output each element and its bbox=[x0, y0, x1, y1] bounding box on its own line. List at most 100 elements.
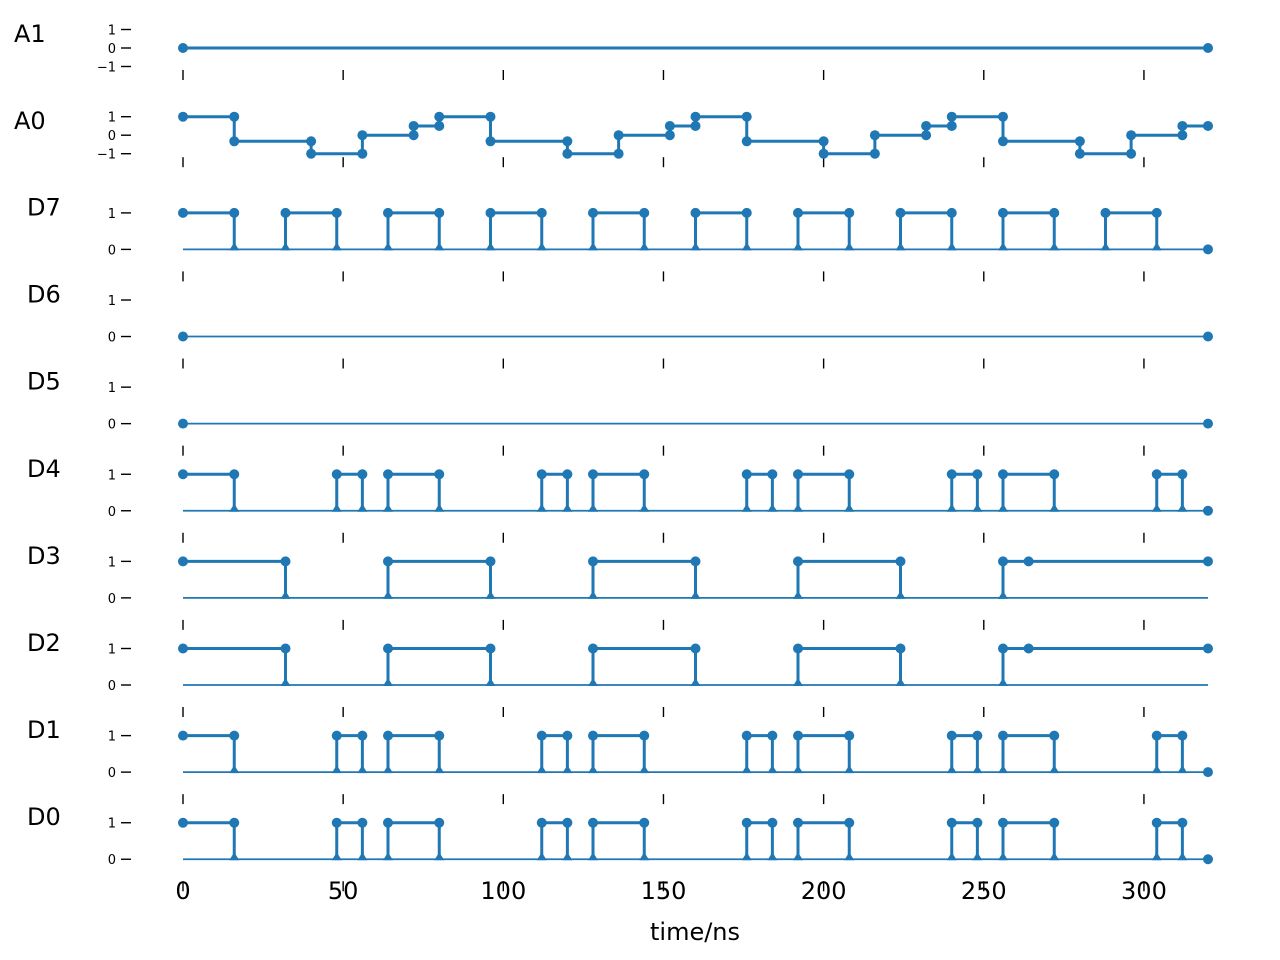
panel-d5: D5 0 1 bbox=[27, 368, 1213, 456]
high-marker bbox=[1049, 817, 1060, 828]
low-marker bbox=[690, 242, 701, 251]
high-marker bbox=[280, 643, 291, 654]
high-marker bbox=[383, 643, 393, 654]
low-marker bbox=[383, 503, 393, 512]
low-marker bbox=[383, 242, 393, 251]
ytick-label: −1 bbox=[97, 61, 116, 76]
high-marker bbox=[1151, 207, 1162, 218]
data-point bbox=[818, 136, 829, 147]
low-marker bbox=[895, 242, 906, 251]
signal-label-d7: D7 bbox=[27, 193, 61, 221]
low-marker bbox=[536, 765, 547, 774]
low-marker bbox=[383, 852, 393, 861]
high-marker bbox=[588, 556, 598, 567]
low-marker bbox=[946, 503, 957, 512]
high-marker bbox=[844, 469, 855, 480]
data-point bbox=[946, 111, 957, 122]
ytick-label: 1 bbox=[108, 207, 116, 222]
high-marker bbox=[639, 207, 650, 218]
high-marker bbox=[383, 730, 393, 741]
data-point bbox=[357, 130, 368, 141]
high-marker bbox=[998, 556, 1008, 567]
ytick-label: 0 bbox=[108, 331, 116, 346]
data-point bbox=[869, 148, 880, 159]
high-marker bbox=[793, 730, 803, 741]
high-marker bbox=[793, 469, 803, 480]
high-marker bbox=[434, 207, 445, 218]
high-marker bbox=[639, 469, 650, 480]
high-marker bbox=[357, 730, 368, 741]
ytick-label: 0 bbox=[108, 129, 116, 144]
high-marker bbox=[536, 207, 547, 218]
low-marker bbox=[1151, 765, 1162, 774]
high-marker bbox=[229, 730, 240, 741]
low-marker bbox=[1151, 242, 1162, 251]
ytick-label: 0 bbox=[108, 592, 116, 607]
high-marker bbox=[1023, 643, 1034, 654]
low-marker bbox=[331, 765, 342, 774]
low-marker bbox=[485, 678, 496, 686]
high-marker bbox=[1023, 556, 1034, 567]
xtick-label: 250 bbox=[961, 877, 1007, 905]
high-marker bbox=[383, 556, 393, 567]
ytick-label: 0 bbox=[108, 42, 116, 57]
chart-panels: A1 −1 0 1 A0 −1 0 1 D7 0 1 D6 0 1 D5 0 1 D4 0 1 D3 0 1 D2 0 1 D1 0 1… bbox=[14, 20, 1213, 892]
data-point bbox=[562, 136, 573, 147]
low-marker bbox=[793, 765, 803, 774]
signal-label-d2: D2 bbox=[27, 629, 61, 657]
ytick-label: 1 bbox=[108, 294, 116, 309]
high-marker bbox=[1100, 207, 1111, 218]
low-marker bbox=[690, 678, 701, 686]
high-marker bbox=[844, 207, 855, 218]
low-marker bbox=[1049, 503, 1060, 512]
high-marker bbox=[562, 469, 573, 480]
high-marker bbox=[1151, 469, 1162, 480]
high-marker bbox=[331, 469, 342, 480]
high-marker bbox=[178, 469, 188, 480]
low-marker bbox=[946, 765, 957, 774]
low-marker bbox=[844, 503, 855, 512]
high-marker bbox=[229, 469, 240, 480]
low-marker bbox=[1177, 503, 1188, 512]
high-marker bbox=[1203, 556, 1213, 567]
high-marker bbox=[972, 730, 983, 741]
low-marker bbox=[741, 242, 752, 251]
high-marker bbox=[895, 556, 906, 567]
low-marker bbox=[536, 852, 547, 861]
high-marker bbox=[1203, 854, 1213, 865]
low-marker bbox=[793, 678, 803, 686]
low-marker bbox=[536, 503, 547, 512]
high-marker bbox=[383, 207, 393, 218]
panel-d7: D7 0 1 bbox=[27, 193, 1213, 282]
high-marker bbox=[895, 207, 906, 218]
high-marker bbox=[1151, 730, 1162, 741]
xtick-label: 100 bbox=[480, 877, 526, 905]
high-marker bbox=[844, 730, 855, 741]
signal-label-d4: D4 bbox=[27, 455, 61, 483]
ytick-label: 1 bbox=[108, 24, 116, 39]
low-marker bbox=[229, 765, 240, 774]
high-marker bbox=[588, 817, 598, 828]
high-marker bbox=[229, 207, 240, 218]
high-marker bbox=[1151, 817, 1162, 828]
low-marker bbox=[562, 852, 573, 861]
high-marker bbox=[767, 469, 778, 480]
low-marker bbox=[793, 590, 803, 599]
ytick-label: 0 bbox=[108, 853, 116, 868]
high-marker bbox=[998, 730, 1008, 741]
low-marker bbox=[767, 503, 778, 512]
high-marker bbox=[485, 556, 496, 567]
xtick-label: 150 bbox=[641, 877, 687, 905]
ytick-label: 1 bbox=[108, 817, 116, 832]
high-marker bbox=[1177, 469, 1188, 480]
low-marker bbox=[280, 678, 291, 686]
high-marker bbox=[536, 469, 547, 480]
data-point bbox=[562, 148, 573, 159]
low-marker bbox=[998, 852, 1008, 861]
low-marker bbox=[741, 503, 752, 512]
data-point bbox=[1126, 148, 1137, 159]
high-marker bbox=[178, 331, 188, 342]
data-point bbox=[921, 120, 932, 131]
data-point bbox=[1177, 130, 1188, 141]
low-marker bbox=[895, 678, 906, 686]
